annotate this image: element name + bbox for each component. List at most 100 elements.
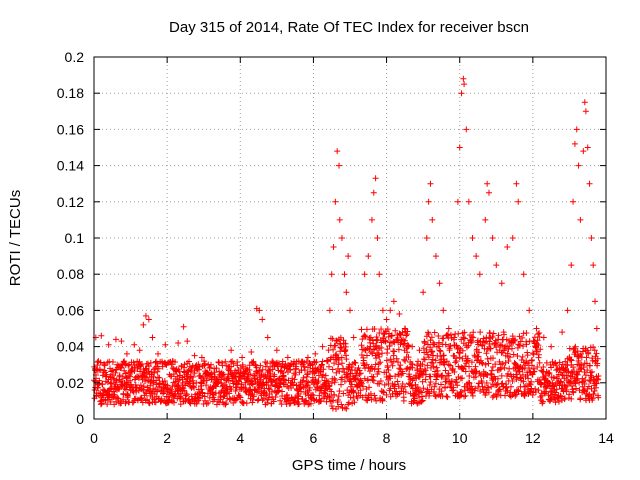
data-point: [550, 374, 557, 381]
data-point: [239, 354, 246, 361]
data-point: [426, 390, 433, 397]
data-point: [368, 396, 375, 403]
data-point: [455, 363, 462, 370]
data-point: [485, 189, 492, 196]
data-point: [482, 361, 489, 368]
data-point: [458, 388, 465, 395]
data-point: [581, 99, 588, 106]
data-point: [277, 380, 284, 387]
data-point: [350, 388, 357, 395]
data-point: [301, 367, 308, 374]
data-point: [131, 364, 138, 371]
data-point: [499, 360, 506, 367]
data-point: [504, 370, 511, 377]
data-point: [116, 372, 123, 379]
data-point: [257, 362, 264, 369]
data-point: [125, 392, 132, 399]
data-point: [586, 362, 593, 369]
data-point: [313, 358, 320, 365]
data-point: [401, 337, 408, 344]
data-point: [498, 342, 505, 349]
data-point: [318, 361, 325, 368]
data-point: [473, 253, 480, 260]
data-point: [436, 347, 443, 354]
data-point: [427, 344, 434, 351]
data-point: [387, 356, 394, 363]
data-point: [324, 358, 331, 365]
data-point: [388, 332, 395, 339]
data-point: [482, 216, 489, 223]
data-point: [367, 390, 374, 397]
data-point: [259, 366, 266, 373]
data-point: [505, 346, 512, 353]
data-point: [493, 262, 500, 269]
data-point: [443, 358, 450, 365]
data-point: [190, 374, 197, 381]
data-point: [377, 377, 384, 384]
data-point: [425, 354, 432, 361]
data-point: [581, 380, 588, 387]
data-point: [272, 394, 279, 401]
data-point: [582, 108, 589, 115]
data-point: [198, 354, 205, 361]
data-point: [475, 349, 482, 356]
data-point: [427, 180, 434, 187]
data-point: [182, 382, 189, 389]
data-point: [386, 343, 393, 350]
data-point: [493, 393, 500, 400]
data-point: [375, 360, 382, 367]
data-point: [567, 356, 574, 363]
data-point: [338, 381, 345, 388]
data-point: [209, 391, 216, 398]
data-point: [501, 331, 508, 338]
data-point: [271, 371, 278, 378]
data-point: [396, 311, 403, 318]
data-point: [232, 367, 239, 374]
data-point: [305, 401, 312, 408]
data-point: [186, 358, 193, 365]
data-point: [155, 350, 161, 357]
data-point: [588, 368, 595, 375]
data-point: [402, 389, 409, 396]
data-point: [338, 354, 345, 361]
data-point: [530, 389, 537, 396]
data-point: [516, 368, 523, 375]
data-point: [557, 392, 564, 399]
data-point: [236, 393, 243, 400]
data-point: [125, 362, 132, 369]
data-point: [452, 359, 459, 366]
data-point: [249, 399, 256, 406]
data-point: [373, 355, 380, 362]
x-tick-label: 4: [236, 430, 244, 446]
data-point: [477, 338, 484, 345]
data-point: [476, 271, 483, 278]
data-point: [485, 360, 492, 367]
data-point: [345, 399, 352, 406]
data-point: [195, 361, 202, 368]
data-point: [376, 353, 383, 360]
data-point: [351, 359, 358, 366]
data-point: [399, 370, 406, 377]
data-point: [513, 391, 520, 398]
data-point: [585, 350, 592, 357]
data-point: [260, 395, 267, 402]
data-point: [390, 338, 397, 345]
data-point: [403, 332, 410, 339]
data-point: [360, 383, 367, 390]
data-point: [101, 360, 108, 367]
data-point: [489, 377, 496, 384]
data-point: [481, 339, 488, 346]
data-point: [431, 383, 438, 390]
data-point: [359, 394, 366, 401]
data-point: [550, 396, 557, 403]
data-point: [528, 378, 535, 385]
data-point: [577, 395, 584, 402]
data-point: [534, 348, 541, 355]
y-tick-label: 0.1: [65, 230, 85, 246]
data-point: [524, 372, 531, 379]
data-point: [137, 382, 144, 389]
data-point: [428, 334, 435, 341]
data-point: [291, 399, 298, 406]
data-point: [371, 392, 378, 399]
data-point: [392, 327, 399, 334]
